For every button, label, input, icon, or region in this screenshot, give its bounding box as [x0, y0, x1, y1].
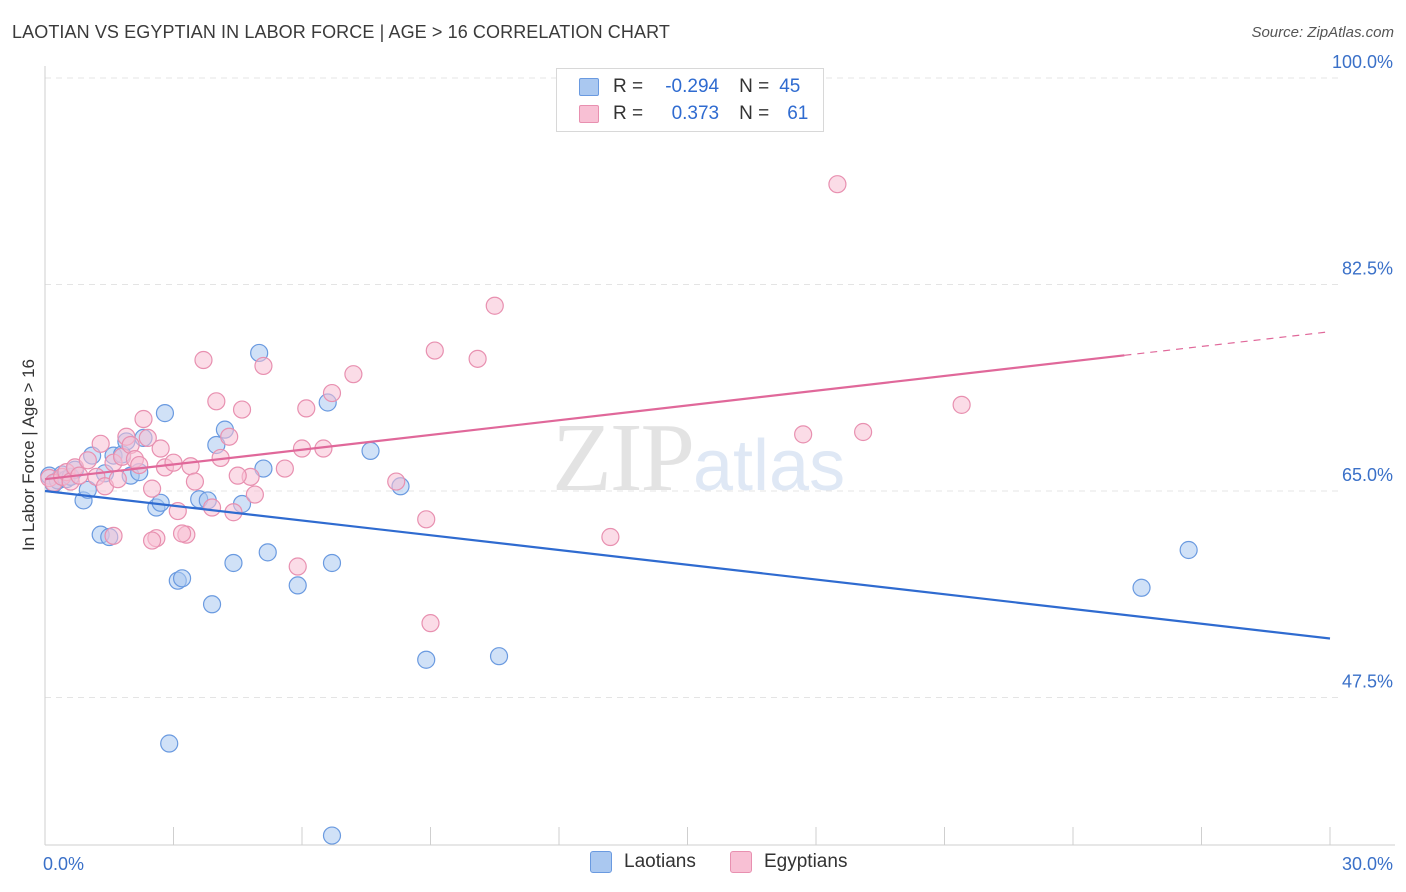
data-point-laotians — [160, 734, 179, 753]
legend-label-egyptians: Egyptians — [764, 851, 848, 872]
y-axis-title: In Labor Force | Age > 16 — [19, 359, 38, 551]
watermark: ZIPatlas — [552, 402, 845, 514]
data-point-egyptians — [322, 383, 342, 403]
data-point-egyptians — [417, 510, 436, 529]
data-point-egyptians — [387, 472, 406, 491]
legend-item-egyptians[interactable]: Egyptians — [730, 851, 847, 873]
chart-title: LAOTIAN VS EGYPTIAN IN LABOR FORCE | AGE… — [12, 22, 670, 42]
y-tick-label: 100.0% — [1332, 52, 1393, 72]
legend-n-label: N = — [739, 103, 770, 124]
data-point-egyptians — [228, 466, 247, 485]
y-tick-label: 65.0% — [1342, 465, 1393, 485]
data-point-egyptians — [601, 527, 620, 547]
data-point-egyptians — [207, 392, 226, 411]
axis-labels: 47.5% 65.0% 82.5% 100.0% 0.0% 30.0% In Labor F… — [19, 52, 1393, 874]
legend-n-label: N = — [739, 76, 770, 97]
watermark-atlas: atlas — [693, 426, 846, 506]
data-point-laotians — [361, 441, 380, 460]
data-point-egyptians — [202, 498, 222, 517]
data-point-laotians — [1132, 578, 1151, 597]
data-point-laotians — [258, 543, 277, 562]
data-point-egyptians — [794, 425, 813, 444]
y-tick-label: 82.5% — [1342, 259, 1393, 279]
trend-line-egyptians — [44, 354, 1125, 481]
data-point-egyptians — [130, 455, 149, 475]
data-point-egyptians — [91, 434, 110, 453]
data-point-egyptians — [142, 479, 162, 498]
data-point-egyptians — [108, 470, 127, 489]
data-point-egyptians — [134, 409, 153, 429]
legend-swatch-egyptians — [730, 851, 752, 873]
data-point-laotians — [172, 569, 192, 588]
data-point-laotians — [78, 480, 97, 499]
legend-row-egyptians: R = 0.373 N = 61 — [579, 102, 808, 126]
data-point-laotians — [155, 404, 175, 423]
series-legend: Laotians Egyptians — [0, 851, 1406, 879]
data-point-egyptians — [854, 422, 873, 442]
series-laotians — [40, 343, 1198, 845]
legend-n-value-egyptians: 61 — [787, 103, 809, 124]
legend-swatch-laotians — [579, 78, 599, 96]
data-point-laotians — [202, 595, 222, 614]
data-point-egyptians — [104, 526, 123, 545]
data-point-egyptians — [185, 472, 205, 491]
legend-r-value-laotians: -0.294 — [665, 76, 720, 97]
data-point-egyptians — [828, 175, 847, 194]
trend-line-laotians — [44, 489, 1331, 640]
watermark-zip: ZIP — [552, 404, 695, 512]
data-point-laotians — [224, 553, 243, 573]
x-tick-label-max: 30.0% — [1342, 854, 1393, 874]
grid-lines — [45, 77, 1340, 698]
data-point-egyptians — [78, 451, 97, 470]
legend-n-value-laotians: 45 — [779, 76, 801, 97]
axes — [44, 66, 1395, 846]
correlation-legend: R = -0.294 N = 45 R = 0.373 N = 61 — [556, 68, 824, 132]
series-egyptians — [40, 175, 971, 633]
data-point-egyptians — [138, 428, 157, 447]
data-point-laotians — [417, 650, 436, 669]
data-point-laotians — [322, 826, 342, 845]
data-point-egyptians — [220, 427, 239, 446]
legend-item-laotians[interactable]: Laotians — [590, 851, 696, 873]
data-point-egyptians — [194, 350, 213, 370]
legend-label-laotians: Laotians — [624, 851, 696, 872]
data-point-egyptians — [952, 395, 971, 414]
data-point-egyptians — [425, 341, 444, 360]
legend-swatch-laotians — [590, 851, 612, 873]
data-point-egyptians — [181, 457, 200, 476]
trend-lines — [44, 331, 1331, 640]
data-point-egyptians — [151, 439, 170, 458]
data-point-egyptians — [485, 296, 504, 315]
x-tick-label-min: 0.0% — [43, 854, 84, 874]
data-point-egyptians — [245, 485, 264, 504]
legend-r-label: R = — [613, 76, 644, 97]
data-point-egyptians — [468, 349, 487, 368]
legend-row-laotians: R = -0.294 N = 45 — [579, 75, 800, 99]
data-point-egyptians — [142, 531, 162, 550]
trend-line-egyptians-extension — [1124, 331, 1331, 356]
data-point-egyptians — [297, 399, 316, 418]
data-point-egyptians — [232, 400, 252, 419]
data-point-egyptians — [421, 614, 440, 633]
data-point-egyptians — [275, 459, 294, 478]
legend-r-value-egyptians: 0.373 — [671, 103, 720, 124]
data-point-egyptians — [344, 365, 363, 384]
data-point-egyptians — [254, 356, 273, 376]
data-point-laotians — [322, 553, 342, 573]
data-point-laotians — [489, 647, 509, 666]
data-point-laotians — [1179, 540, 1198, 560]
data-point-egyptians — [172, 524, 192, 543]
legend-swatch-egyptians — [579, 105, 599, 123]
data-point-laotians — [254, 459, 273, 478]
chart-source: Source: ZipAtlas.com — [1251, 24, 1394, 41]
data-point-egyptians — [288, 557, 307, 576]
y-tick-label: 47.5% — [1342, 672, 1393, 692]
data-point-laotians — [288, 576, 307, 595]
legend-r-label: R = — [613, 103, 644, 124]
